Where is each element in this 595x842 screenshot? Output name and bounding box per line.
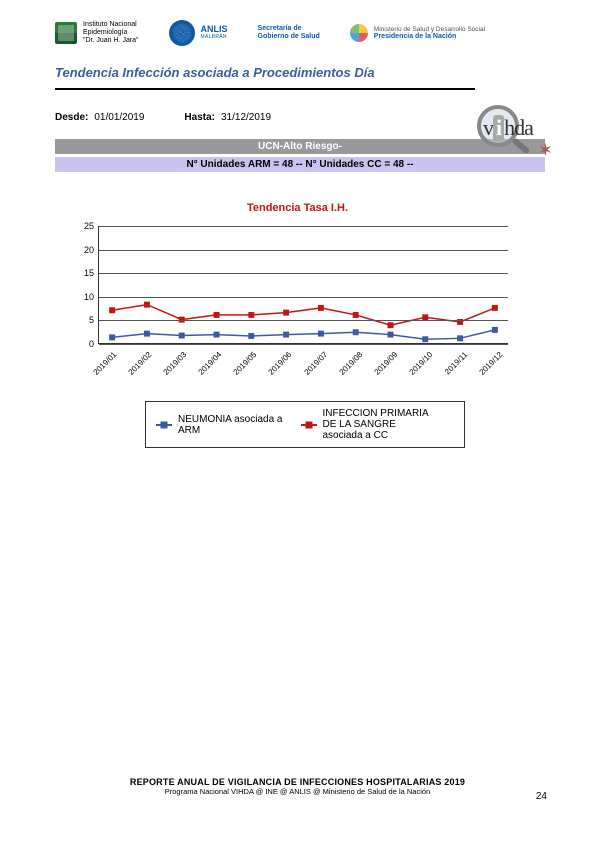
x-tick-label: 2019/09 (364, 350, 399, 385)
anlis-icon (169, 20, 195, 46)
series-marker (492, 305, 498, 311)
series-svg (99, 226, 508, 343)
vihda-logo: vihda ✶ (475, 95, 565, 165)
desde-value: 01/01/2019 (94, 112, 144, 123)
series-marker (492, 327, 498, 333)
y-tick-label: 15 (70, 268, 94, 278)
sec-l1: Secretaría de (258, 25, 320, 33)
legend-item-neumonia: NEUMONIA asociada aARM (156, 414, 283, 436)
series-marker (353, 312, 359, 318)
section-bar-lilac: N° Unidades ARM = 48 -- N° Unidades CC =… (55, 157, 545, 172)
series-marker (214, 332, 220, 338)
grid-line (99, 273, 508, 274)
grid-line (99, 297, 508, 298)
footer: REPORTE ANUAL DE VIGILANCIA DE INFECCION… (0, 777, 595, 796)
ine-text-l3: "Dr. Juan H. Jara" (83, 37, 139, 45)
desde: Desde: 01/01/2019 (55, 112, 144, 123)
grid-line (99, 344, 508, 345)
chart-title: Tendencia Tasa I.H. (0, 202, 595, 214)
series-marker (214, 312, 220, 318)
legend-label-1: NEUMONIA asociada aARM (178, 414, 283, 436)
anlis-sub: MALBRÁN (201, 35, 228, 41)
footer-line2: Programa Nacional VIHDA @ INE @ ANLIS @ … (0, 787, 595, 796)
y-tick-label: 25 (70, 221, 94, 231)
legend: NEUMONIA asociada aARM INFECCION PRIMARI… (145, 401, 465, 448)
series-marker (353, 329, 359, 335)
x-tick-label: 2019/10 (400, 350, 435, 385)
y-tick-label: 20 (70, 245, 94, 255)
y-tick-label: 5 (70, 315, 94, 325)
ine-icon (55, 22, 77, 44)
series-marker (179, 333, 185, 339)
x-tick-label: 2019/04 (189, 350, 224, 385)
title-row: Tendencia Infección asociada a Procedimi… (0, 56, 595, 86)
x-tick-label: 2019/06 (259, 350, 294, 385)
series-marker (248, 312, 254, 318)
logo-presidencia: Ministerio de Salud y Desarrollo Social … (350, 24, 485, 42)
x-tick-label: 2019/07 (294, 350, 329, 385)
series-marker (318, 305, 324, 311)
x-tick-label: 2019/03 (154, 350, 189, 385)
x-tick-label: 2019/05 (224, 350, 259, 385)
presidencia-text: Ministerio de Salud y Desarrollo Social … (374, 26, 485, 41)
y-tick-label: 0 (70, 339, 94, 349)
y-tick-label: 10 (70, 292, 94, 302)
chart: 0510152025 2019/012019/022019/032019/042… (70, 226, 520, 371)
hasta: Hasta: 31/12/2019 (184, 112, 271, 123)
logo-anlis: ANLIS MALBRÁN (169, 20, 228, 46)
presidencia-icon (350, 24, 368, 42)
series-marker (318, 331, 324, 337)
series-line (112, 305, 495, 326)
section-bar-grey: UCN-Alto Riesgo- (55, 139, 545, 154)
grid-line (99, 226, 508, 227)
header-logos: Instituto Nacional Epidemiología "Dr. Ju… (0, 0, 595, 56)
pres-l1: Ministerio de Salud y Desarrollo Social (374, 26, 485, 33)
legend-label-2: INFECCION PRIMARIADE LA SANGREasociada a… (323, 408, 429, 441)
legend-swatch-red (301, 424, 317, 426)
x-tick-label: 2019/08 (329, 350, 364, 385)
series-marker (388, 332, 394, 338)
logo-ine: Instituto Nacional Epidemiología "Dr. Ju… (55, 21, 139, 44)
vihda-text: vihda (483, 115, 533, 141)
grid-line (99, 320, 508, 321)
series-marker (144, 302, 150, 308)
legend-swatch-blue (156, 424, 172, 426)
hasta-label: Hasta: (184, 112, 215, 123)
x-tick-label: 2019/12 (470, 350, 505, 385)
desde-label: Desde: (55, 112, 88, 123)
series-marker (422, 336, 428, 342)
plot-area (98, 226, 508, 344)
page-number: 24 (536, 791, 547, 802)
chart-container: 0510152025 2019/012019/022019/032019/042… (70, 226, 540, 448)
series-marker (283, 332, 289, 338)
x-tick-label: 2019/02 (119, 350, 154, 385)
grid-line (99, 250, 508, 251)
ine-text: Instituto Nacional Epidemiología "Dr. Ju… (83, 21, 139, 44)
series-line (112, 330, 495, 339)
series-marker (144, 331, 150, 337)
series-marker (248, 333, 254, 339)
pres-l2: Presidencia de la Nación (374, 33, 456, 40)
spark-icon: ✶ (538, 140, 553, 161)
ine-text-l2: Epidemiología (83, 29, 139, 37)
footer-line1: REPORTE ANUAL DE VIGILANCIA DE INFECCION… (0, 777, 595, 787)
legend-item-infeccion: INFECCION PRIMARIADE LA SANGREasociada a… (301, 408, 429, 441)
series-marker (109, 307, 115, 313)
series-marker (457, 335, 463, 341)
series-marker (422, 314, 428, 320)
series-marker (388, 322, 394, 328)
hasta-value: 31/12/2019 (221, 112, 271, 123)
x-tick-label: 2019/11 (435, 350, 470, 385)
anlis-text: ANLIS MALBRÁN (201, 25, 228, 40)
series-marker (109, 334, 115, 340)
logo-secretaria: Secretaría de Gobierno de Salud (258, 25, 320, 40)
sec-l2: Gobierno de Salud (258, 33, 320, 41)
x-tick-label: 2019/01 (84, 350, 119, 385)
page-title: Tendencia Infección asociada a Procedimi… (55, 65, 375, 80)
series-marker (283, 310, 289, 316)
ine-text-l1: Instituto Nacional (83, 21, 139, 29)
